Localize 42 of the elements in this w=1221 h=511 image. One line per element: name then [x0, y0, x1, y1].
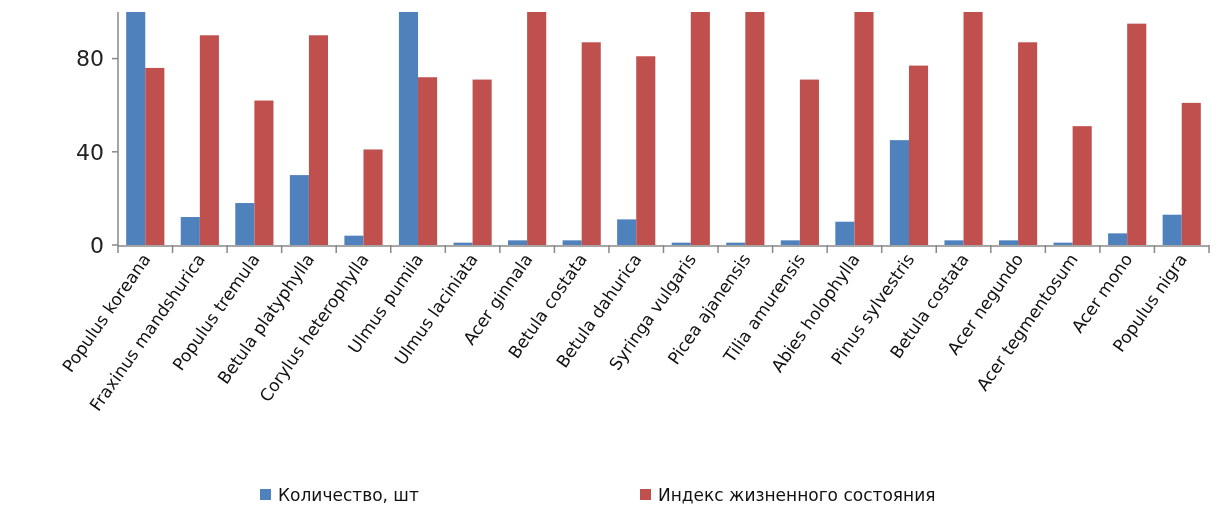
bar: [1108, 233, 1128, 245]
bar: [180, 217, 200, 245]
bar: [780, 240, 800, 245]
bar: [398, 12, 419, 245]
bar: [581, 42, 601, 245]
bar: [562, 240, 582, 245]
bar: [254, 100, 274, 245]
bar: [527, 12, 547, 245]
y-tick-label: 40: [76, 139, 104, 165]
bar: [1072, 126, 1092, 245]
bar: [908, 65, 929, 245]
bar: [636, 56, 656, 245]
bar: [1162, 214, 1182, 245]
bar: [1018, 42, 1038, 245]
legend-label: Количество, шт: [278, 484, 419, 505]
y-tick-label: 80: [76, 46, 104, 72]
bar: [235, 203, 255, 245]
bar: [745, 12, 765, 245]
bar: [363, 149, 383, 245]
bar: [854, 12, 874, 245]
bar: [944, 240, 964, 245]
bar: [418, 77, 438, 245]
bar: [1181, 102, 1201, 245]
legend-label: Индекс жизненного состояния: [658, 484, 936, 505]
bar: [617, 219, 637, 245]
bar: [799, 79, 819, 245]
bar: [472, 79, 492, 245]
bar: [308, 35, 329, 245]
bar: [344, 235, 364, 245]
bar: [998, 240, 1019, 245]
bar: [835, 221, 855, 245]
bar: [126, 12, 146, 245]
bar: [889, 140, 909, 245]
y-tick-label: 0: [90, 232, 104, 258]
bar: [508, 240, 528, 245]
bar: [963, 12, 983, 245]
bar: [199, 35, 219, 245]
bar: [1127, 23, 1147, 245]
bar: [453, 242, 473, 245]
bar: [145, 67, 165, 245]
bar: [289, 175, 309, 245]
bar: [690, 12, 710, 245]
